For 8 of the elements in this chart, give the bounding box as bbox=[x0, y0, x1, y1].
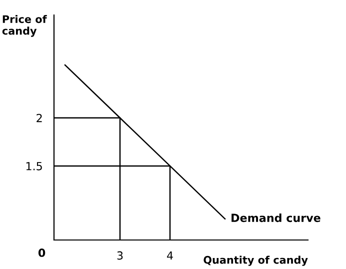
text: 0 bbox=[38, 248, 46, 257]
annotation: Demand curve bbox=[232, 213, 320, 222]
x-tick-label: 4 bbox=[167, 251, 173, 260]
x-axis-title: Quantity of candy bbox=[204, 256, 308, 266]
y-axis-title: Price of candy bbox=[2, 15, 47, 37]
y-tick-label: 1.5 bbox=[26, 162, 42, 170]
y-tick-label: 2 bbox=[36, 114, 42, 122]
x-tick-label: 3 bbox=[117, 251, 123, 260]
